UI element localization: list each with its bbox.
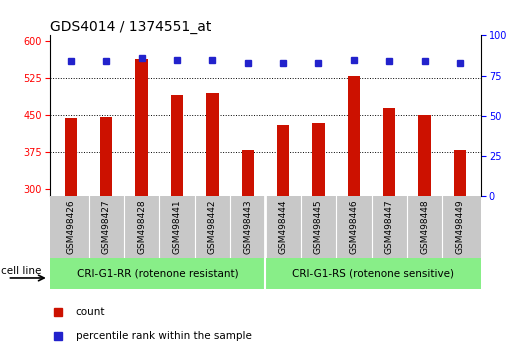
Bar	[100, 117, 112, 196]
Text: GSM498444: GSM498444	[279, 200, 288, 254]
Bar	[418, 115, 431, 196]
Text: GSM498449: GSM498449	[456, 200, 464, 254]
Text: GSM498445: GSM498445	[314, 200, 323, 254]
Text: GSM498446: GSM498446	[349, 200, 358, 254]
Text: GSM498447: GSM498447	[385, 200, 394, 254]
Text: GDS4014 / 1374551_at: GDS4014 / 1374551_at	[50, 21, 211, 34]
Bar	[65, 118, 77, 196]
Bar	[135, 58, 148, 196]
Text: CRI-G1-RR (rotenone resistant): CRI-G1-RR (rotenone resistant)	[77, 268, 238, 279]
Bar	[383, 108, 395, 196]
Text: GSM498428: GSM498428	[137, 200, 146, 254]
Text: count: count	[75, 307, 105, 317]
Text: GSM498442: GSM498442	[208, 200, 217, 254]
Bar	[348, 76, 360, 196]
Text: GSM498426: GSM498426	[66, 200, 75, 254]
Bar	[312, 122, 325, 196]
Text: GSM498427: GSM498427	[102, 200, 111, 254]
Bar	[242, 150, 254, 196]
Text: GSM498448: GSM498448	[420, 200, 429, 254]
Text: GSM498443: GSM498443	[243, 200, 252, 254]
Text: percentile rank within the sample: percentile rank within the sample	[75, 331, 252, 341]
Text: CRI-G1-RS (rotenone sensitive): CRI-G1-RS (rotenone sensitive)	[292, 268, 454, 279]
Bar	[277, 125, 289, 196]
Text: cell line: cell line	[1, 266, 41, 276]
Bar	[171, 96, 183, 196]
Bar	[206, 93, 219, 196]
Bar	[454, 150, 466, 196]
Text: GSM498441: GSM498441	[173, 200, 181, 254]
